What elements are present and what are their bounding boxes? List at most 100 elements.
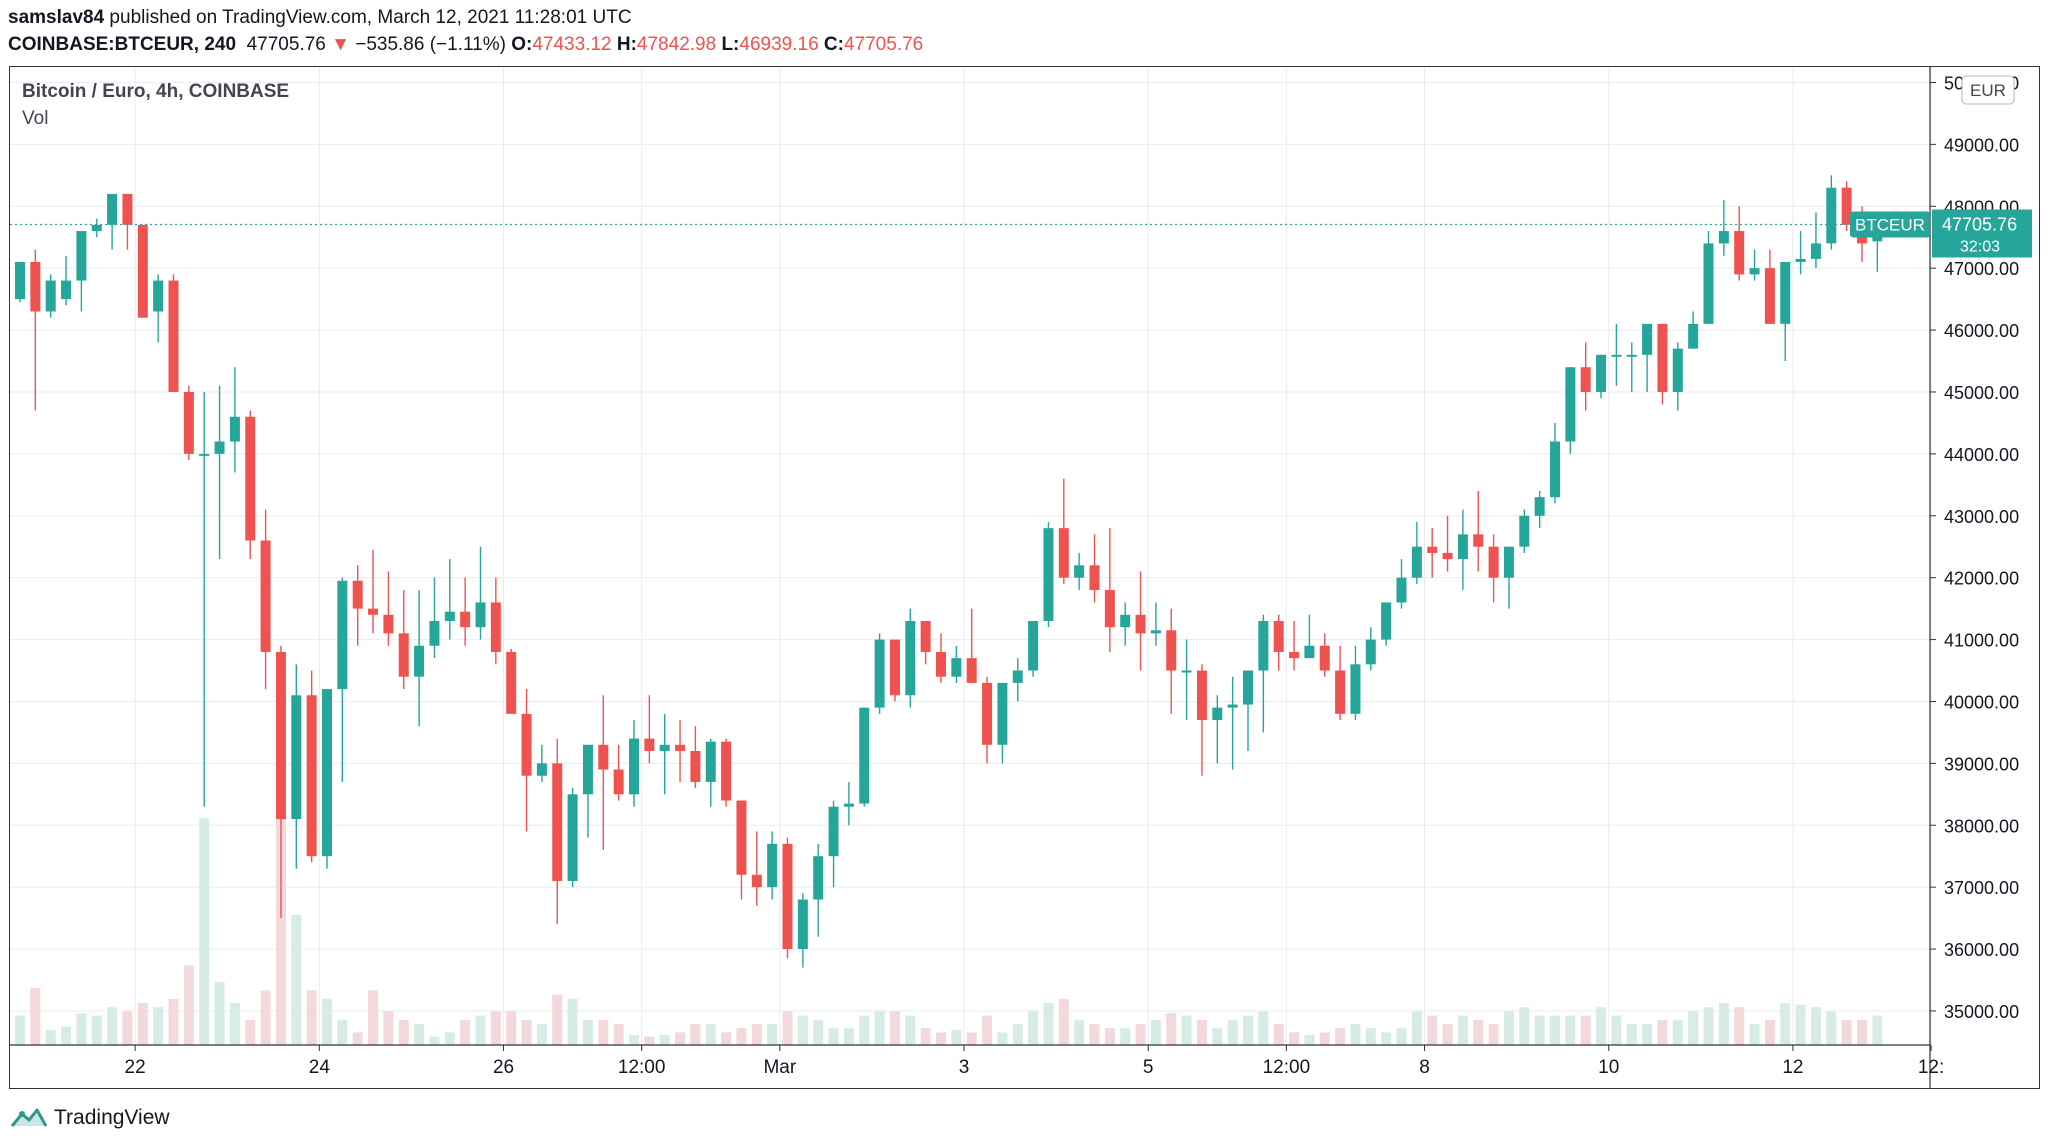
volume-bar [1550,1015,1560,1045]
currency-box[interactable] [1961,75,2015,105]
volume-bar [1273,1024,1284,1045]
candle-body [797,899,808,950]
candle-body [260,540,271,652]
volume-indicator-label[interactable]: Vol [22,108,49,129]
close-label: C: [823,34,844,55]
volume-bar [997,1032,1008,1045]
author-name[interactable]: samslav84 [8,7,105,28]
volume-bar [168,998,179,1045]
candle-body [1335,670,1346,714]
volume-bar [61,1026,72,1045]
candle-body [1043,528,1054,621]
candle-body [275,651,286,820]
volume-bar [1381,1032,1392,1045]
volume-bar [1150,1019,1161,1045]
volume-bar [30,987,41,1045]
volume-bar [582,1019,593,1045]
candle-body [1657,323,1668,392]
candle-body [1457,534,1468,560]
volume-bar [183,965,194,1045]
x-tick-label: 12 [1782,1057,1803,1078]
candle-body [1135,614,1146,634]
candle-body [199,453,210,456]
candle-body [1780,261,1791,324]
candle-body [1365,639,1376,665]
candle-body [1058,528,1069,578]
volume-bar [1534,1015,1545,1045]
candle-body [414,645,425,677]
candle-body [736,800,747,875]
volume-bar [1043,1003,1054,1045]
candle-body [951,658,962,677]
volume-bar [1780,1003,1791,1045]
volume-bar [629,1034,639,1045]
low-value: 46939.16 [739,34,819,55]
volume-bar [1580,1015,1591,1045]
published-text: published on TradingView.com, March 12, … [104,7,632,28]
candle-body [122,193,133,225]
candles [15,175,1883,968]
volume-bar [552,994,563,1045]
candle-body [1166,630,1177,671]
volume-bar [15,1015,25,1045]
volume-bar [1396,1028,1407,1045]
x-tick-label: 5 [1143,1057,1154,1078]
candle-body [598,744,609,770]
volume-bar [137,1003,148,1045]
candle-body [61,280,72,300]
candle-body [1580,367,1591,392]
legend-title[interactable]: Bitcoin / Euro, 4h, COINBASE [22,81,290,102]
candle-body [1534,497,1545,516]
footer-brand: TradingView [54,1106,170,1129]
volume-bar [521,1019,532,1045]
candle-body [429,620,440,646]
candle-body [1289,651,1300,659]
candle-body [721,741,732,801]
y-tick-label: 43000.00 [1944,507,2019,527]
candle-body [1688,323,1699,349]
volume-bar [1764,1019,1775,1045]
candle-body [1396,577,1407,603]
volume-bar [1810,1007,1821,1045]
volume-bar [751,1024,762,1045]
candle-body [1519,515,1530,547]
volume-bar [275,793,286,1045]
candle-body [582,744,593,795]
candle-body [398,633,409,677]
x-tick-label: 26 [493,1057,514,1078]
volume-bar [398,1019,409,1045]
volume-bar [1672,1019,1683,1045]
candle-body [1611,354,1622,357]
candle-body [1718,231,1729,244]
volume-bar [1473,1019,1484,1045]
candle-body [1473,534,1484,547]
volume-bar [1058,998,1069,1045]
close-value: 47705.76 [843,34,924,55]
candle-body [1074,565,1085,578]
volume-bar [1442,1024,1453,1045]
tradingview-logo[interactable]: TradingView [10,1102,170,1134]
publish-line: samslav84 published on TradingView.com, … [8,4,2038,31]
candle-body [352,580,363,609]
candle-body [383,614,394,634]
volume-bar [1227,1019,1238,1045]
symbol-tag [1850,211,1930,238]
volume-bar [675,1032,686,1045]
volume-bar [1104,1028,1115,1045]
volume-bar [1196,1019,1207,1045]
volume-bar [1734,1007,1745,1045]
candle-body [1350,664,1361,714]
candle-body [536,763,547,776]
volume-bar [644,1036,655,1045]
volume-bar [736,1028,747,1045]
volume-bar [843,1028,854,1045]
volume-bar [920,1028,931,1045]
volume-bar [260,990,271,1045]
volume-bar [45,1029,56,1045]
candle-body [1734,231,1745,275]
volume-bar [936,1032,946,1045]
candle-body [1273,620,1284,652]
candle-body [30,261,41,312]
time-axis[interactable]: 22 24 26 12:00 Mar 3 5 12:00 8 10 12 12: [10,1044,1944,1078]
